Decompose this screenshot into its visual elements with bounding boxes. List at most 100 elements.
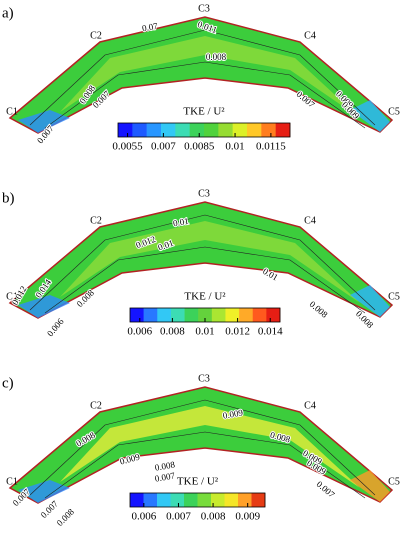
contour [44, 61, 366, 129]
colorbar-swatch [157, 493, 171, 507]
corner-label: C3 [198, 188, 210, 199]
low-right [350, 285, 390, 317]
colorbar-frame [129, 492, 266, 508]
contour-label: 0.008 [206, 52, 227, 62]
colorbar-title: TKE / U² [184, 291, 226, 303]
corner-label: C5 [388, 291, 400, 302]
colorbar-swatch [204, 123, 219, 137]
contour-label: 0.01 [172, 216, 189, 229]
colorbar-tick-label: 0.008 [160, 326, 185, 338]
colorbar-title: TKE / U² [177, 476, 219, 488]
colorbar-tick-label: 0.01 [225, 141, 244, 153]
contour [44, 431, 366, 499]
colorbar-tick-label: 0.007 [151, 141, 176, 153]
high-band [60, 36, 360, 118]
corner-label: C5 [388, 106, 400, 117]
corner-label: C2 [90, 400, 102, 411]
colorbar-swatch [251, 493, 266, 507]
contour [44, 246, 366, 314]
contour [29, 399, 376, 496]
corner-label: C5 [388, 476, 400, 487]
corner-label: C3 [198, 373, 210, 384]
colorbar-swatch [225, 308, 240, 322]
colorbar-swatch [146, 123, 162, 137]
colorbar-swatch [170, 308, 185, 322]
colorbar-swatch [143, 308, 158, 322]
panel-label: b) [2, 190, 15, 206]
colorbar-swatch [275, 123, 291, 137]
colorbar-swatch [238, 493, 252, 507]
contour [29, 29, 376, 126]
colorbar-swatch [130, 493, 144, 507]
colorbar-tick-label: 0.012 [225, 326, 250, 338]
colorbar-tick-label: 0.0085 [184, 141, 215, 153]
colorbar-swatch [175, 123, 190, 137]
colorbar-tick-label: 0.014 [258, 326, 283, 338]
colorbar-tick-label: 0.008 [201, 511, 226, 523]
corner-label: C4 [304, 215, 316, 226]
low-left [18, 295, 70, 318]
contour-label: 0.008 [55, 506, 77, 528]
colorbar-swatch [132, 123, 147, 137]
contour-label: 0.009 [222, 407, 244, 420]
contour-label: 0.008 [154, 459, 176, 472]
colorbar-frame [117, 122, 291, 138]
colorbar-swatch [247, 123, 262, 137]
colorbar-swatch [143, 493, 158, 507]
contour-label: 0.008 [308, 299, 330, 320]
high-band [60, 221, 360, 303]
colorbar-tick-label: 0.007 [166, 511, 191, 523]
colorbar-swatch [197, 493, 212, 507]
corner-label: C4 [304, 400, 316, 411]
colorbar-swatch [261, 123, 276, 137]
colorbar-tick-label: 0.009 [235, 511, 260, 523]
colorbar-tick-label: 0.006 [127, 326, 152, 338]
colorbar-swatch [157, 308, 172, 322]
colorbar-swatch [118, 123, 133, 137]
colorbar-swatch [224, 493, 239, 507]
colorbar-swatch [189, 123, 205, 137]
contour-label: 0.006 [45, 316, 66, 338]
high-band [60, 406, 360, 488]
corner-label: C2 [90, 30, 102, 41]
colorbar-swatch [211, 493, 225, 507]
colorbar-swatch [218, 123, 233, 137]
colorbar-swatch [184, 493, 198, 507]
colorbar-swatch [266, 308, 281, 322]
panel-label: a) [2, 5, 14, 21]
colorbar-swatch [161, 123, 176, 137]
low-right [350, 100, 390, 132]
colorbar-tick-label: 0.0055 [112, 141, 143, 153]
colorbar-tick-label: 0.01 [195, 326, 214, 338]
corner-label: C1 [6, 476, 18, 487]
panel-label: c) [2, 375, 14, 391]
colorbar-swatch [170, 493, 185, 507]
corner-label: C4 [304, 30, 316, 41]
corner-label: C3 [198, 3, 210, 14]
contour-label: 0.007 [154, 470, 176, 483]
colorbar-tick-label: 0.006 [131, 511, 156, 523]
colorbar-swatch [232, 123, 248, 137]
colorbar-swatch [252, 308, 267, 322]
low-left [18, 480, 70, 503]
colorbar-title: TKE / U² [183, 106, 225, 118]
colorbar-swatch [239, 308, 254, 322]
colorbar-swatch [184, 308, 199, 322]
colorbar-swatch [130, 308, 144, 322]
corner-label: C2 [90, 215, 102, 226]
colorbar-swatch [198, 308, 213, 322]
contour-label: 0.07 [141, 21, 159, 34]
corner-label: C1 [6, 291, 18, 302]
low-left [18, 110, 70, 133]
colorbar-tick-label: 0.0115 [256, 141, 286, 153]
colorbar-swatch [211, 308, 226, 322]
corner-label: C1 [6, 106, 18, 117]
contour-label: 0.007 [315, 479, 337, 500]
low-right [350, 470, 390, 502]
contour [29, 214, 376, 311]
